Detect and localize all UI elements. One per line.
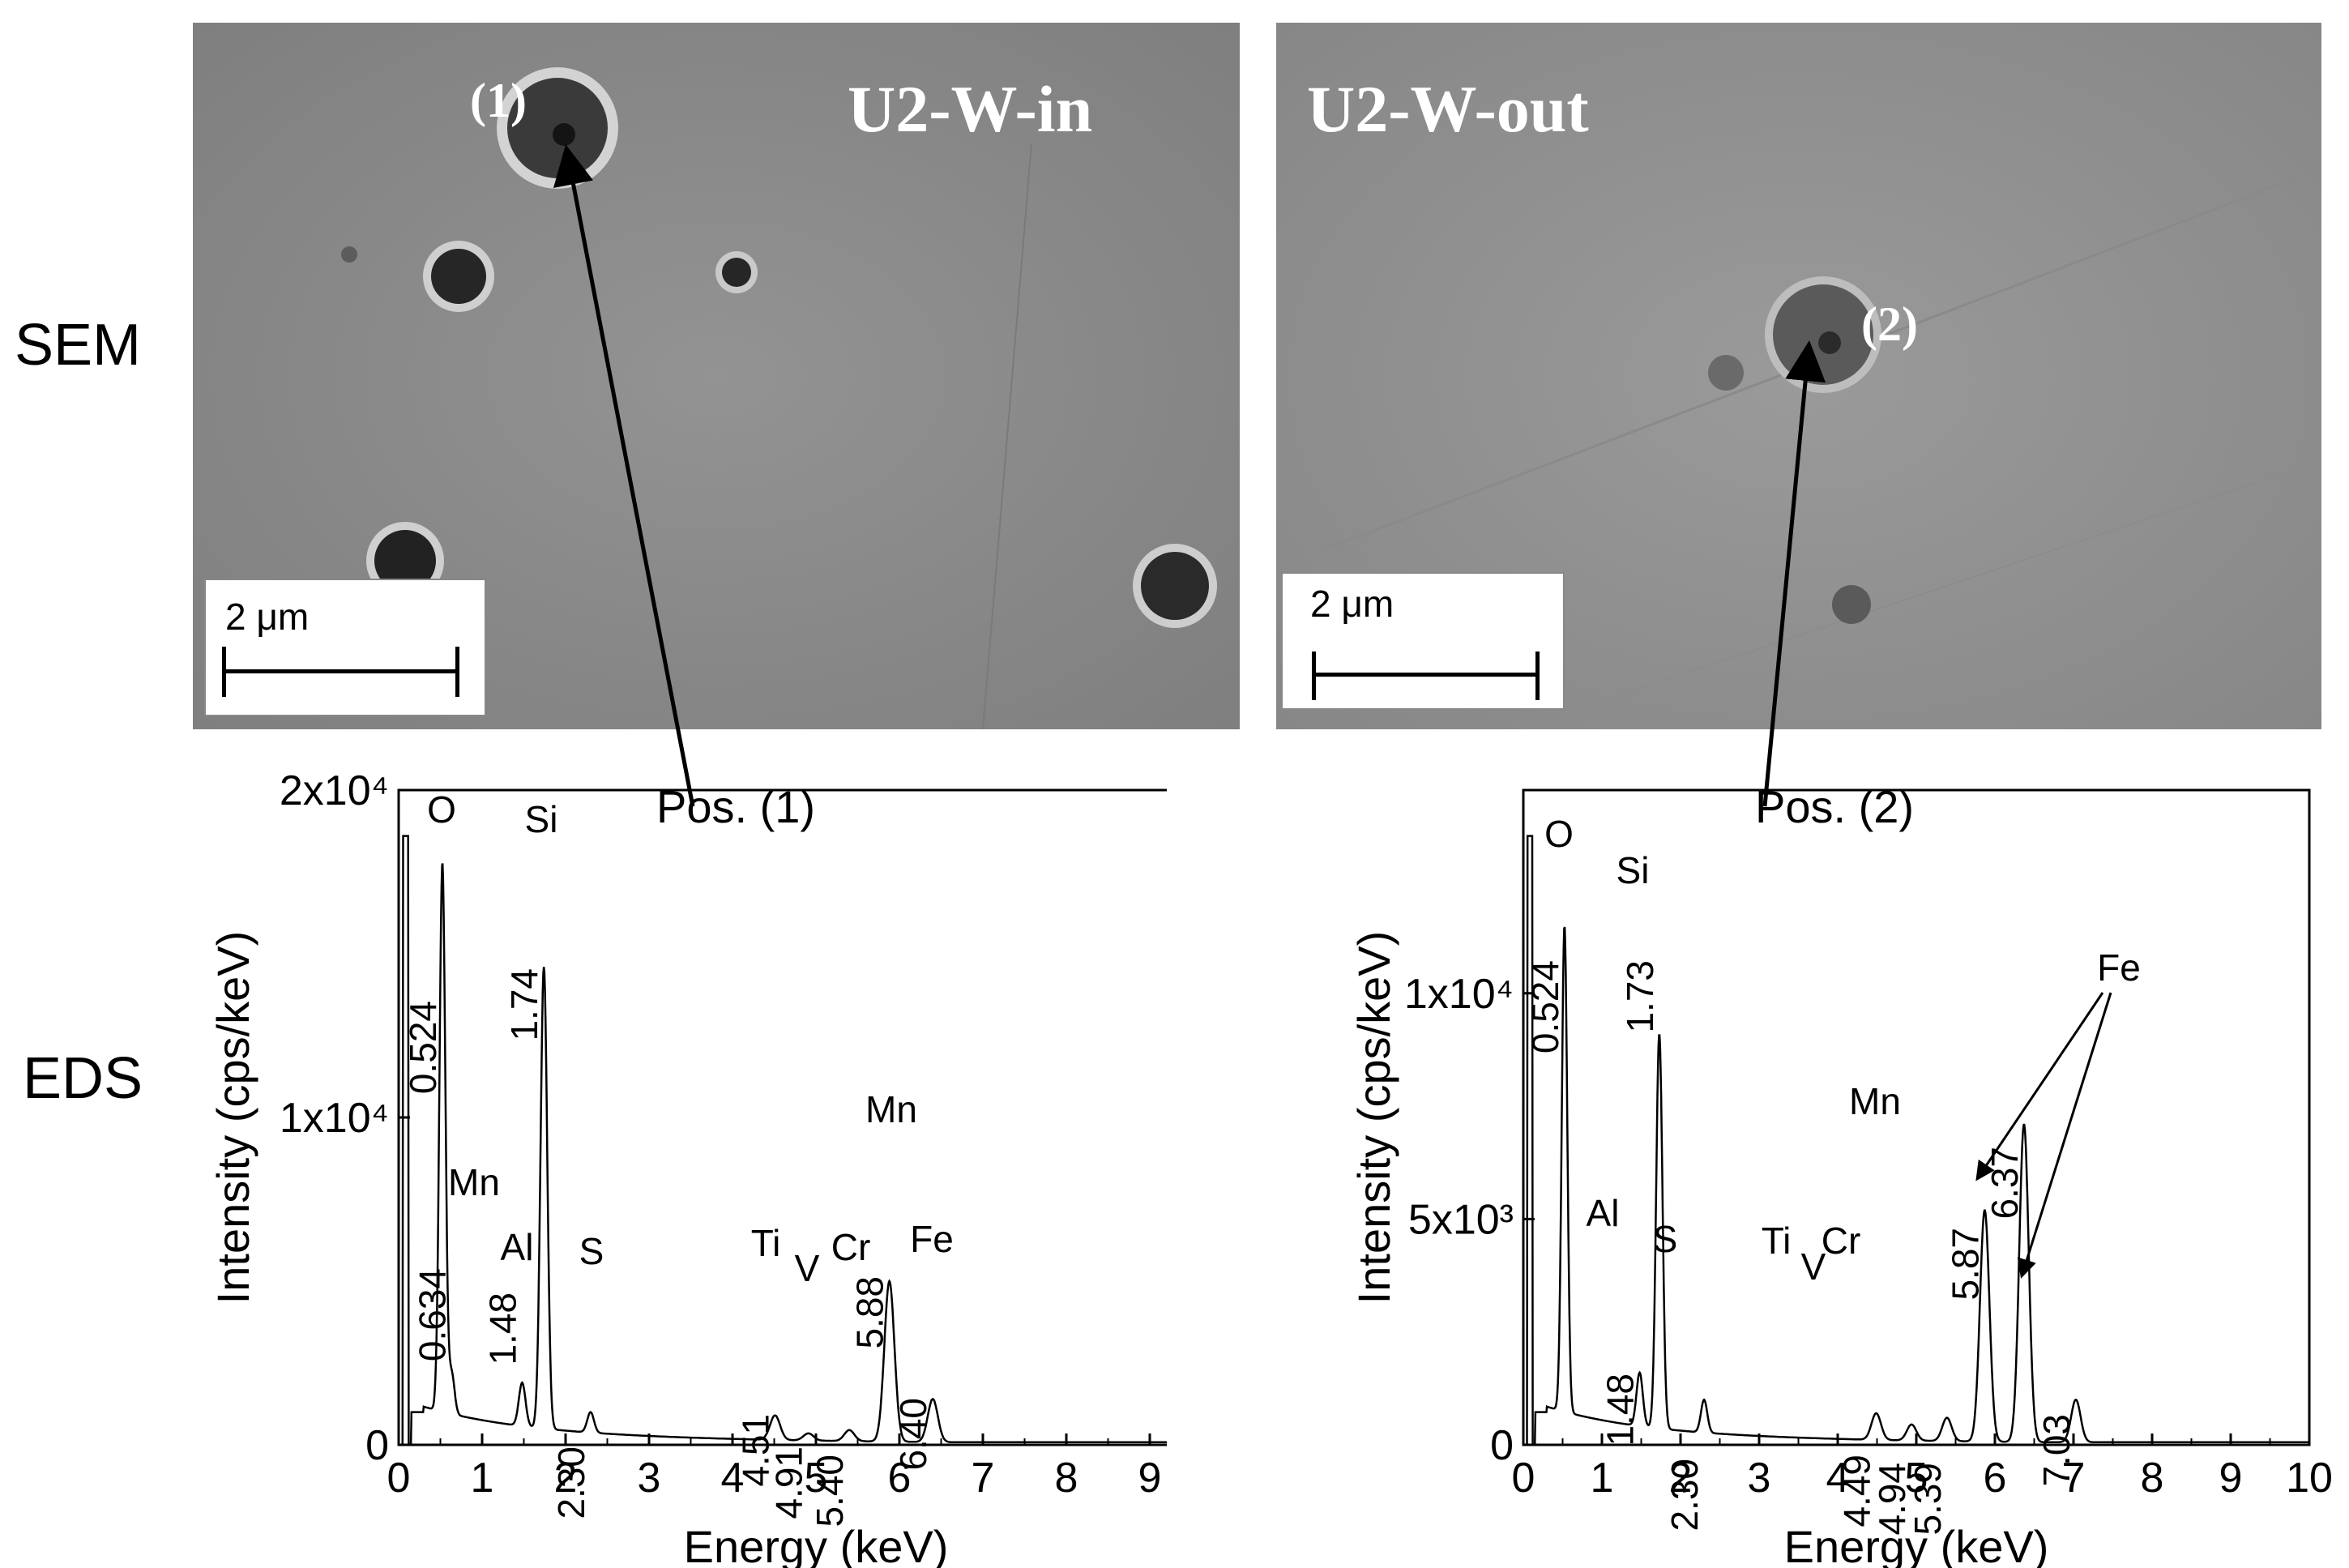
x-tick-label: 0 — [387, 1455, 411, 1502]
x-tick-label: 1 — [471, 1455, 494, 1502]
x-tick-label: 10 — [2286, 1455, 2333, 1502]
peak-element-label: Cr — [1822, 1220, 1861, 1262]
scale-bar-1: 2 μm — [204, 579, 486, 716]
x-tick-label: 9 — [2219, 1455, 2243, 1502]
x-tick-label: 7 — [972, 1455, 995, 1502]
peak-value-label: 1.74 — [503, 968, 545, 1041]
peak-element-label: Si — [525, 798, 558, 840]
peak-element-label: V — [1801, 1245, 1826, 1288]
spectrum-callout: Pos. (2) — [1755, 781, 1914, 832]
position-marker-2: (2) — [1861, 297, 1918, 351]
peak-element-label: Mn — [448, 1161, 500, 1203]
scale-bar-label-2: 2 μm — [1310, 583, 1394, 625]
peak-value-label: 1.48 — [481, 1292, 523, 1365]
peak-element-label: Al — [1587, 1192, 1620, 1234]
x-tick-label: 5 — [1905, 1455, 1928, 1502]
peak-value-label: 5.40 — [809, 1455, 851, 1527]
scale-bar-tick-right-1 — [455, 647, 459, 697]
scale-bar-label-1: 2 μm — [225, 596, 310, 638]
spectrum-callout: Pos. (1) — [656, 781, 815, 832]
peak-value-label: 5.87 — [1944, 1228, 1986, 1301]
x-tick-label: 2 — [1669, 1455, 1693, 1502]
peak-value-label: 1.48 — [1599, 1374, 1642, 1446]
peak-value-label: 6.40 — [892, 1398, 934, 1471]
peak-element-label: Ti — [751, 1222, 781, 1264]
eds-chart-1: 01234567891001x10⁴2x10⁴Energy (keV)Inten… — [207, 767, 1167, 1568]
sem-image-1: U2-W-in (1) 2 μm — [193, 23, 1240, 729]
peak-element-label: O — [1544, 813, 1574, 855]
peak-value-label: 0.524 — [1524, 960, 1566, 1053]
peak-value-label: 4.49 — [1836, 1455, 1878, 1527]
scale-bar-tick-left-1 — [222, 647, 226, 697]
x-tick-label: 0 — [1512, 1455, 1535, 1502]
x-tick-label: 7 — [2062, 1455, 2086, 1502]
peak-element-label: Mn — [865, 1088, 917, 1130]
peak-element-label: Ti — [1762, 1220, 1792, 1262]
peak-element-label: V — [795, 1247, 820, 1289]
fe-arrow-2 — [2017, 992, 2112, 1279]
fe-arrow-1 — [1975, 992, 2104, 1181]
y-tick-label: 0 — [1490, 1422, 1514, 1469]
y-tick-label: 2x10⁴ — [280, 767, 389, 814]
peak-value-label: 7.03 — [2035, 1414, 2078, 1487]
arrow-pos-2 — [1762, 340, 1826, 807]
scale-bar-line-2 — [1313, 673, 1539, 677]
peak-value-label: 2.30 — [1664, 1459, 1706, 1532]
y-tick-label: 5x10³ — [1408, 1196, 1514, 1243]
peak-value-label: 2.30 — [550, 1446, 592, 1519]
peak-element-label: Al — [501, 1226, 534, 1268]
scale-bar-line-1 — [224, 669, 459, 673]
scale-bar-tick-right-2 — [1535, 652, 1540, 700]
x-tick-label: 8 — [2141, 1455, 2164, 1502]
sem-row-label: SEM — [15, 313, 142, 378]
x-tick-label: 2 — [554, 1455, 578, 1502]
x-tick-label: 4 — [721, 1455, 745, 1502]
x-tick-label: 8 — [1055, 1455, 1078, 1502]
sem-title-1: U2-W-in — [848, 72, 1093, 146]
eds-row-label: EDS — [23, 1046, 143, 1111]
y-tick-label: 0 — [365, 1422, 389, 1469]
x-tick-label: 9 — [1138, 1455, 1162, 1502]
y-tick-label: 1x10⁴ — [1404, 971, 1514, 1018]
x-tick-label: 3 — [638, 1455, 661, 1502]
peak-value-label: 5.39 — [1907, 1463, 1949, 1536]
sem-title-2: U2-W-out — [1307, 72, 1589, 146]
spectrum-series — [399, 835, 1167, 1446]
scale-bar-tick-left-2 — [1312, 652, 1316, 700]
peak-value-label: 4.94 — [1871, 1463, 1913, 1536]
y-axis-label: Intensity (cps/keV) — [207, 931, 258, 1305]
eds-chart-2: 0 1 2 3 4 5 6 7 8 9 10 0 5x10³ 1x10⁴ Energy (keV) Inten… — [1348, 781, 2333, 1568]
x-tick-label: 1 — [1591, 1455, 1614, 1502]
x-tick-label: 6 — [1984, 1455, 2007, 1502]
peak-element-label: Fe — [2097, 946, 2141, 989]
peak-element-label: O — [427, 788, 456, 831]
x-tick-label: 3 — [1748, 1455, 1771, 1502]
y-axis-label: Intensity (cps/keV) — [1348, 931, 1399, 1305]
peak-element-label: Mn — [1849, 1080, 1901, 1122]
peak-value-label: 0.524 — [402, 1001, 444, 1094]
x-axis-label: Energy (keV) — [1784, 1521, 2049, 1568]
peak-element-label: S — [1653, 1218, 1678, 1260]
peak-value-label: 0.634 — [411, 1268, 453, 1361]
x-tick-label: 6 — [888, 1455, 912, 1502]
peak-value-label: 4.91 — [768, 1446, 810, 1519]
spectrum-series — [1523, 835, 2309, 1446]
peak-value-label: 4.51 — [735, 1414, 777, 1487]
peak-element-label: S — [579, 1230, 604, 1272]
peak-element-label: Si — [1617, 849, 1650, 891]
y-tick-label: 1x10⁴ — [280, 1095, 389, 1142]
x-tick-label: 5 — [805, 1455, 828, 1502]
peak-element-label: Cr — [831, 1226, 871, 1268]
x-axis-label: Energy (keV) — [684, 1521, 949, 1568]
peak-value-label: 1.73 — [1619, 960, 1661, 1033]
x-tick-label: 4 — [1826, 1455, 1850, 1502]
peak-value-label: 5.88 — [849, 1276, 891, 1349]
peak-element-label: Fe — [910, 1218, 954, 1260]
position-marker-1: (1) — [470, 74, 527, 127]
scale-bar-2: 2 μm — [1281, 572, 1565, 710]
arrow-pos-1 — [553, 144, 695, 807]
